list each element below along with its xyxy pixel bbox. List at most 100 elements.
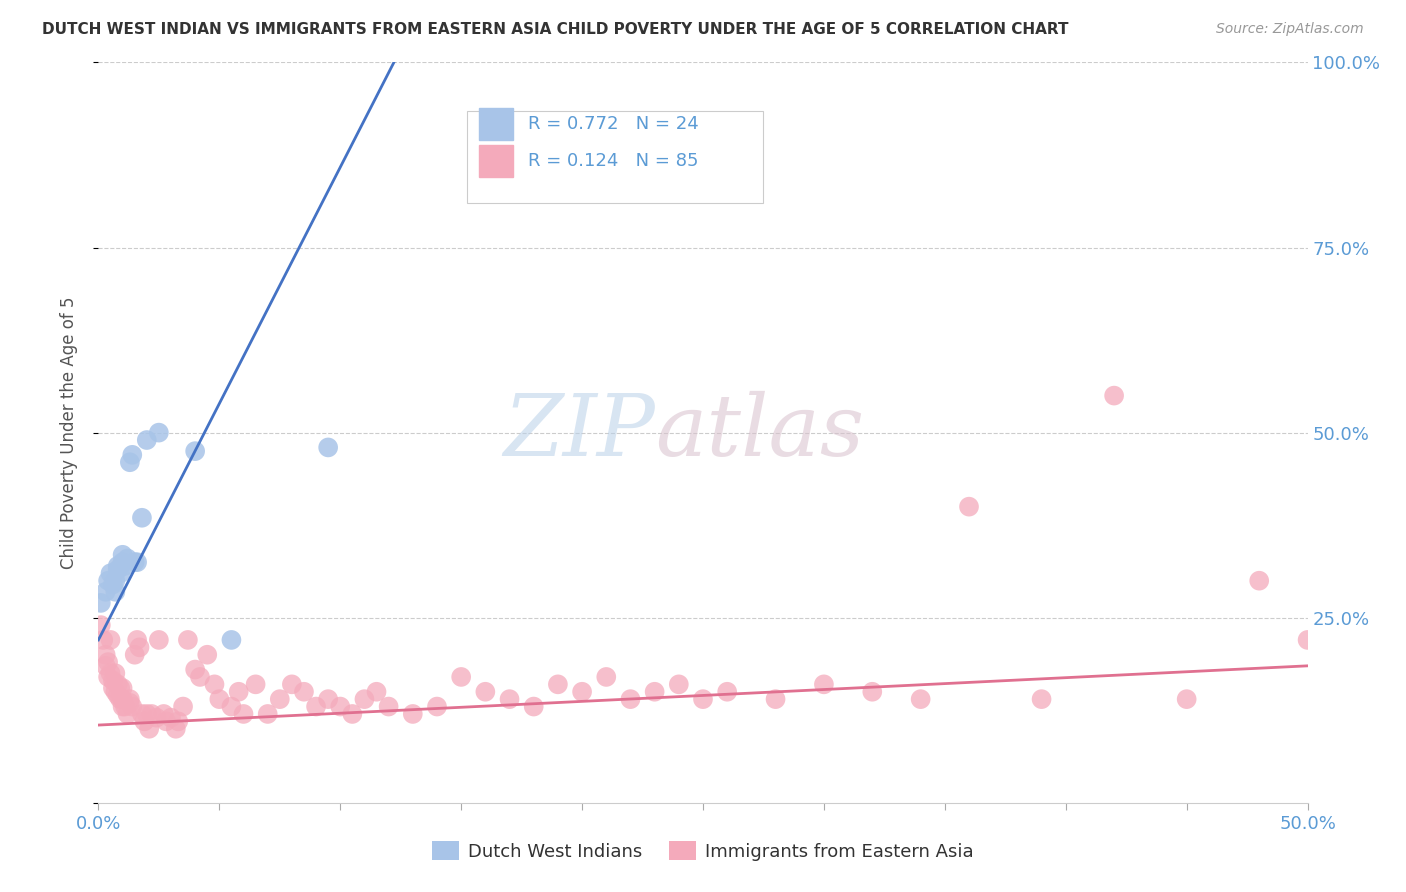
Point <box>269 692 291 706</box>
Point <box>644 685 666 699</box>
Point <box>97 670 120 684</box>
Point <box>131 510 153 524</box>
Point <box>619 692 641 706</box>
Point <box>100 632 122 647</box>
Point <box>165 722 187 736</box>
Point <box>152 706 174 721</box>
FancyBboxPatch shape <box>479 108 513 140</box>
Point <box>107 558 129 573</box>
Point <box>860 685 883 699</box>
Point <box>111 692 134 706</box>
Point <box>97 574 120 588</box>
Text: ZIP: ZIP <box>503 392 655 474</box>
Point <box>245 677 267 691</box>
Point <box>108 692 131 706</box>
Point <box>94 648 117 662</box>
Point <box>221 699 243 714</box>
Point <box>547 677 569 691</box>
Point <box>107 689 129 703</box>
Point <box>195 648 218 662</box>
Point <box>100 666 122 681</box>
Point <box>523 699 546 714</box>
Point <box>121 699 143 714</box>
Point <box>128 640 150 655</box>
Point <box>94 658 117 673</box>
Point <box>716 685 738 699</box>
Point <box>108 566 131 581</box>
Point <box>91 632 114 647</box>
Point <box>1249 574 1271 588</box>
Point <box>117 706 139 721</box>
Point <box>208 692 231 706</box>
Point <box>107 563 129 577</box>
Point <box>1175 692 1198 706</box>
Point <box>138 722 160 736</box>
Point <box>100 566 122 581</box>
Point <box>167 714 190 729</box>
Point <box>595 670 617 684</box>
Point <box>127 555 149 569</box>
Point <box>281 677 304 691</box>
Legend: Dutch West Indians, Immigrants from Eastern Asia: Dutch West Indians, Immigrants from East… <box>425 834 981 868</box>
Point <box>184 663 207 677</box>
Text: R = 0.772   N = 24: R = 0.772 N = 24 <box>527 115 699 133</box>
Point <box>329 699 352 714</box>
Point <box>117 551 139 566</box>
Point <box>104 584 127 599</box>
Point <box>118 696 141 710</box>
FancyBboxPatch shape <box>467 111 763 203</box>
Point <box>498 692 520 706</box>
Point <box>1102 388 1125 402</box>
Y-axis label: Child Poverty Under the Age of 5: Child Poverty Under the Age of 5 <box>59 296 77 569</box>
Point <box>97 655 120 669</box>
Point <box>124 648 146 662</box>
Point <box>172 699 194 714</box>
Point <box>131 706 153 721</box>
Point <box>104 666 127 681</box>
Text: R = 0.124   N = 85: R = 0.124 N = 85 <box>527 152 699 169</box>
Point <box>366 685 388 699</box>
Point <box>94 584 117 599</box>
Point <box>101 577 124 591</box>
Point <box>957 500 980 514</box>
Point <box>90 596 112 610</box>
Point <box>342 706 364 721</box>
Point <box>127 632 149 647</box>
Point <box>104 685 127 699</box>
Point <box>305 699 328 714</box>
Point <box>402 706 425 721</box>
Point <box>1031 692 1053 706</box>
Point <box>135 433 157 447</box>
Point <box>107 677 129 691</box>
Point <box>450 670 472 684</box>
Point <box>148 632 170 647</box>
Point <box>111 699 134 714</box>
Point <box>114 699 136 714</box>
Point <box>316 692 339 706</box>
Point <box>571 685 593 699</box>
Point <box>148 425 170 440</box>
Point <box>111 681 134 695</box>
Point <box>111 555 134 569</box>
Point <box>188 670 211 684</box>
Point <box>377 699 399 714</box>
Text: atlas: atlas <box>655 392 863 474</box>
Point <box>104 574 127 588</box>
Point <box>124 555 146 569</box>
Point <box>668 677 690 691</box>
Point <box>204 677 226 691</box>
Point <box>692 692 714 706</box>
Point <box>118 455 141 469</box>
Point <box>135 706 157 721</box>
Point <box>141 706 163 721</box>
Point <box>813 677 835 691</box>
Point <box>353 692 375 706</box>
Point <box>426 699 449 714</box>
Point <box>232 706 254 721</box>
Point <box>765 692 787 706</box>
Point <box>101 681 124 695</box>
Point <box>134 714 156 729</box>
Point <box>1296 632 1319 647</box>
Point <box>118 692 141 706</box>
Text: Source: ZipAtlas.com: Source: ZipAtlas.com <box>1216 22 1364 37</box>
